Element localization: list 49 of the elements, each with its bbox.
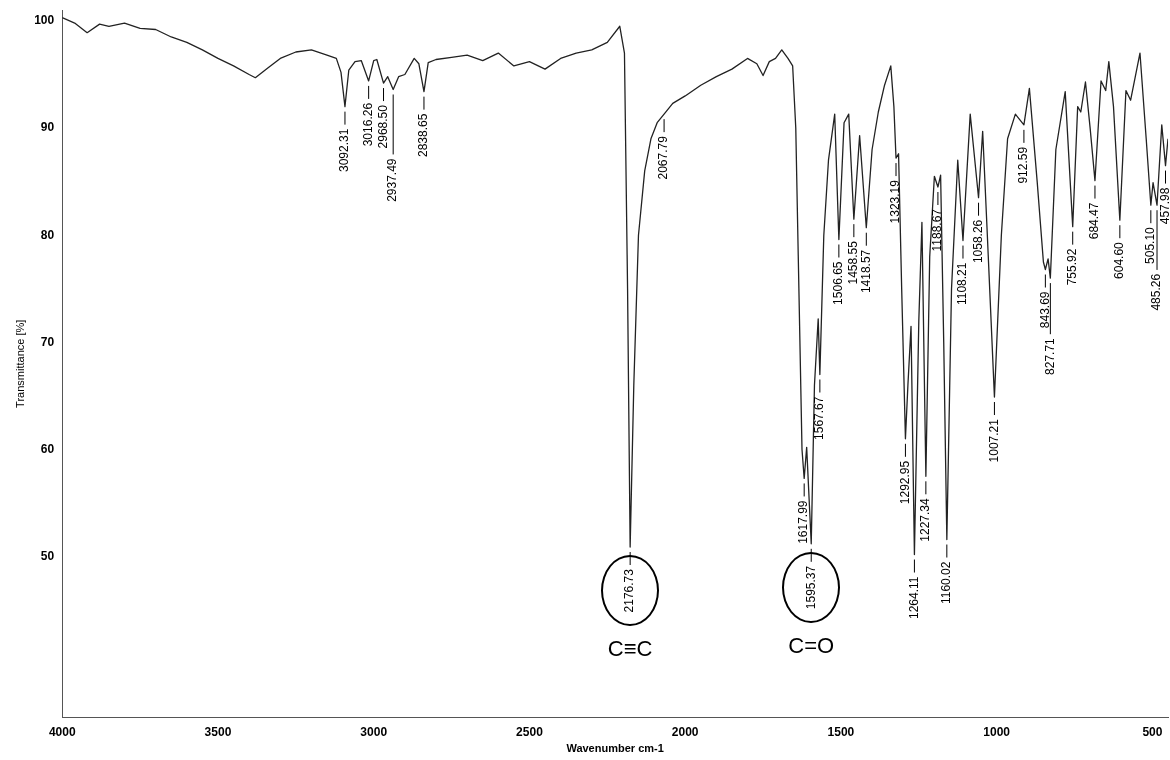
annotation: 1567.67: [812, 396, 827, 440]
annotation: C≡C: [607, 636, 653, 662]
annotation: 1188.67: [930, 208, 945, 252]
y-axis-title: Transmittance [%]: [13, 319, 26, 408]
annotation: 1058.26: [970, 219, 985, 264]
annotation: 1595.37: [803, 565, 818, 610]
annotation: 485.26: [1149, 273, 1164, 311]
annotation: 1007.21: [986, 418, 1001, 463]
annotation: 2176.73: [622, 568, 637, 613]
annotation: 827.71: [1042, 337, 1057, 375]
annotation: 1108.21: [955, 262, 970, 306]
x-tick-label: 500: [1142, 724, 1163, 739]
annotation: 505.10: [1143, 226, 1158, 264]
annotation: 1418.57: [858, 249, 873, 294]
y-tick-label: 70: [40, 334, 55, 349]
annotation: 2968.50: [375, 104, 390, 149]
annotation: 1264.11: [906, 576, 921, 620]
x-tick-label: 2500: [516, 724, 544, 739]
x-tick-label: 2000: [671, 724, 699, 739]
annotation: 2838.65: [416, 113, 431, 158]
annotation: 1292.95: [897, 460, 912, 505]
y-tick-label: 50: [40, 548, 55, 563]
annotation: 755.92: [1065, 248, 1080, 286]
x-tick-label: 1500: [827, 724, 855, 739]
annotation: 457.98: [1157, 187, 1170, 225]
annotation: 1506.65: [831, 261, 846, 305]
x-tick-label: 3500: [204, 724, 232, 739]
annotation: 1323.19: [888, 179, 903, 224]
annotation: 2067.79: [656, 135, 671, 180]
y-tick-label: 80: [40, 227, 55, 242]
annotation: C=O: [788, 633, 835, 659]
annotation: 604.60: [1112, 241, 1127, 279]
y-tick-label: 100: [34, 13, 55, 28]
x-axis-title: Wavenumber cm-1: [566, 742, 664, 755]
y-tick-label: 60: [40, 441, 55, 456]
x-tick-label: 4000: [48, 724, 76, 739]
annotation: 1458.55: [846, 240, 861, 285]
annotation: 843.69: [1037, 291, 1052, 329]
annotation: 1617.99: [796, 500, 811, 544]
x-tick-label: 1000: [983, 724, 1011, 739]
annotation: 1160.02: [939, 561, 954, 605]
annotation: 1227.34: [918, 498, 933, 542]
y-tick-label: 90: [40, 120, 55, 135]
annotation: 2937.49: [385, 158, 400, 202]
annotation: 3092.31: [337, 128, 352, 173]
annotation: 684.47: [1087, 202, 1102, 240]
annotation: 3016.26: [360, 102, 375, 147]
annotation: 912.59: [1016, 146, 1031, 184]
x-tick-label: 3000: [360, 724, 388, 739]
